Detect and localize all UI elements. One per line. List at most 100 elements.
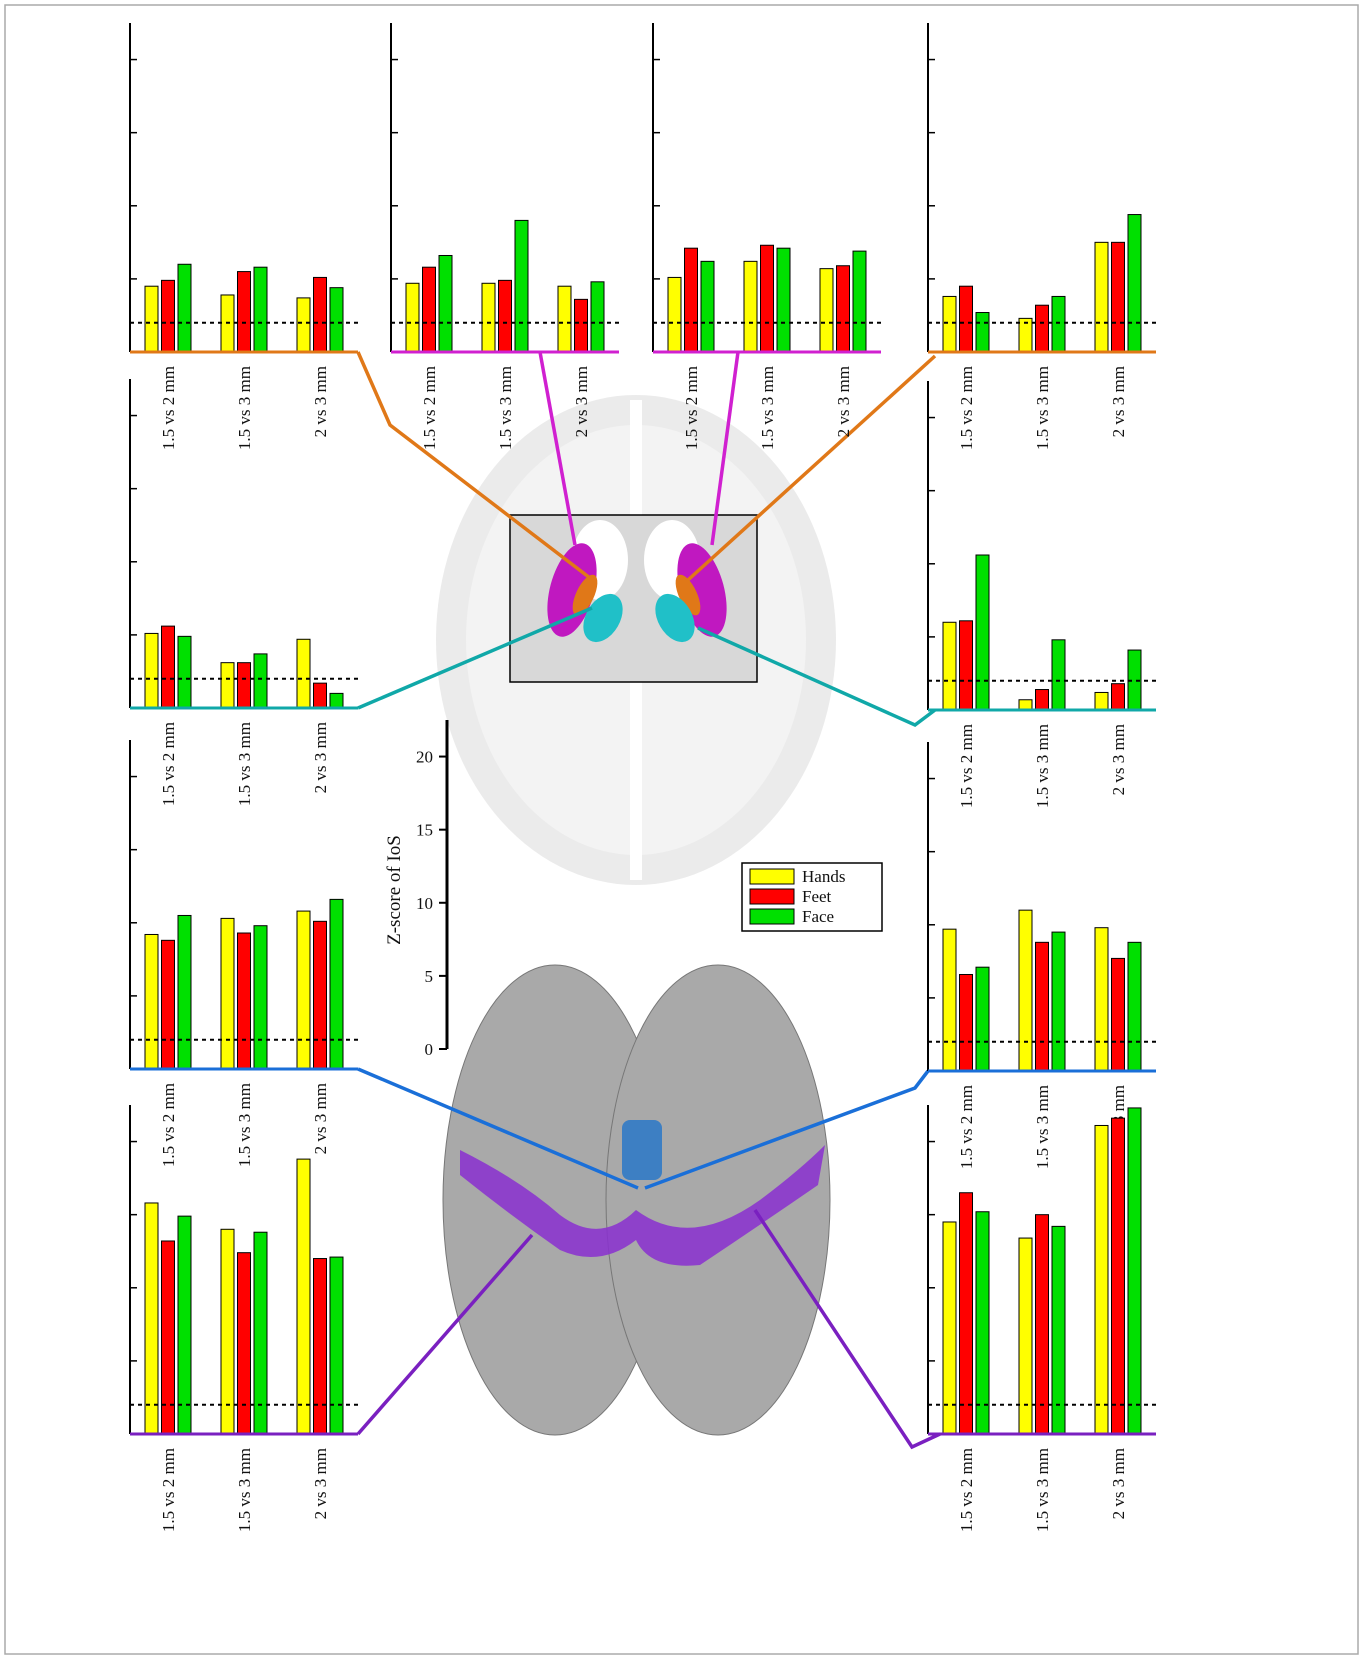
- bar: [297, 298, 310, 352]
- bar: [1095, 692, 1108, 710]
- bar: [499, 280, 512, 352]
- bar: [162, 626, 175, 708]
- y-tick-label: 5: [425, 967, 434, 986]
- x-tick-label: 1.5 vs 3 mm: [235, 722, 254, 806]
- bar: [960, 621, 973, 710]
- x-tick-label: 1.5 vs 3 mm: [1033, 366, 1052, 450]
- bar: [221, 663, 234, 708]
- legend-swatch: [750, 889, 794, 904]
- bar: [1112, 242, 1125, 352]
- bar: [668, 277, 681, 352]
- bar: [1095, 242, 1108, 352]
- bar: [1019, 700, 1032, 710]
- bar: [761, 245, 774, 352]
- bar: [515, 220, 528, 352]
- bar: [960, 1193, 973, 1434]
- x-tick-label: 1.5 vs 3 mm: [235, 1448, 254, 1532]
- bar: [1019, 910, 1032, 1071]
- x-tick-label: 1.5 vs 3 mm: [235, 366, 254, 450]
- bar: [314, 683, 327, 708]
- x-tick-label: 1.5 vs 3 mm: [496, 366, 515, 450]
- x-tick-label: 2 vs 3 mm: [311, 1448, 330, 1519]
- bar: [1036, 942, 1049, 1071]
- bar: [1095, 928, 1108, 1071]
- bar: [976, 313, 989, 352]
- x-tick-label: 2 vs 3 mm: [311, 366, 330, 437]
- y-tick-label: 0: [425, 1040, 434, 1059]
- bar: [145, 934, 158, 1069]
- bar: [1052, 1226, 1065, 1434]
- x-tick-label: 1.5 vs 2 mm: [957, 1085, 976, 1169]
- x-tick-label: 2 vs 3 mm: [311, 1083, 330, 1154]
- x-tick-label: 2 vs 3 mm: [1109, 724, 1128, 795]
- bar: [943, 296, 956, 352]
- bar: [297, 911, 310, 1069]
- bar: [330, 1257, 343, 1434]
- bar: [1036, 305, 1049, 352]
- bar: [221, 1229, 234, 1434]
- legend-label: Feet: [802, 887, 832, 906]
- bar: [976, 555, 989, 710]
- x-tick-label: 2 vs 3 mm: [1109, 366, 1128, 437]
- bar: [330, 288, 343, 352]
- bar: [238, 663, 251, 708]
- bar: [238, 933, 251, 1069]
- bar: [254, 1232, 267, 1434]
- x-tick-label: 2 vs 3 mm: [572, 366, 591, 437]
- bar: [254, 654, 267, 708]
- y-tick-label: 20: [416, 748, 433, 767]
- bar: [314, 921, 327, 1069]
- bar: [943, 1222, 956, 1434]
- bar: [744, 261, 757, 352]
- legend-label: Face: [802, 907, 834, 926]
- bar: [1112, 958, 1125, 1071]
- y-tick-label: 15: [416, 821, 433, 840]
- x-tick-label: 1.5 vs 3 mm: [758, 366, 777, 450]
- bar: [1036, 690, 1049, 710]
- axis-title: Z-score of IoS: [384, 835, 405, 945]
- bar: [221, 918, 234, 1069]
- bar: [853, 251, 866, 352]
- bar: [591, 282, 604, 352]
- bar: [976, 967, 989, 1071]
- x-tick-label: 1.5 vs 2 mm: [159, 1448, 178, 1532]
- figure: HandsFeetFace Z-score of IoS 1.5 vs 2 mm…: [0, 0, 1363, 1659]
- bar: [145, 286, 158, 352]
- bar: [162, 940, 175, 1069]
- x-tick-label: 1.5 vs 2 mm: [957, 366, 976, 450]
- bar: [297, 1159, 310, 1434]
- x-tick-label: 1.5 vs 3 mm: [235, 1083, 254, 1167]
- bar: [238, 1253, 251, 1434]
- legend-swatch: [750, 869, 794, 884]
- bar: [558, 286, 571, 352]
- x-tick-label: 1.5 vs 2 mm: [957, 1448, 976, 1532]
- bar: [976, 1212, 989, 1434]
- bar: [178, 915, 191, 1069]
- bar: [254, 926, 267, 1069]
- x-tick-label: 1.5 vs 2 mm: [159, 366, 178, 450]
- bar: [238, 272, 251, 352]
- bar: [314, 1259, 327, 1434]
- bar: [145, 1203, 158, 1434]
- legend-label: Hands: [802, 867, 845, 886]
- bar: [1112, 1118, 1125, 1434]
- bar: [406, 283, 419, 352]
- bar: [943, 929, 956, 1071]
- x-tick-label: 2 vs 3 mm: [311, 722, 330, 793]
- bar: [297, 639, 310, 708]
- bar: [960, 286, 973, 352]
- bar: [943, 622, 956, 710]
- x-tick-label: 2 vs 3 mm: [834, 366, 853, 437]
- bar: [178, 1216, 191, 1434]
- cortex-brain: [443, 965, 830, 1435]
- x-tick-label: 1.5 vs 2 mm: [159, 722, 178, 806]
- x-tick-label: 1.5 vs 2 mm: [957, 724, 976, 808]
- axial-brain: [436, 395, 836, 885]
- x-tick-label: 1.5 vs 3 mm: [1033, 1085, 1052, 1169]
- y-tick-label: 10: [416, 894, 433, 913]
- bar: [330, 899, 343, 1069]
- bar: [482, 283, 495, 352]
- bar: [145, 633, 158, 708]
- bar: [1095, 1125, 1108, 1434]
- x-tick-label: 1.5 vs 3 mm: [1033, 1448, 1052, 1532]
